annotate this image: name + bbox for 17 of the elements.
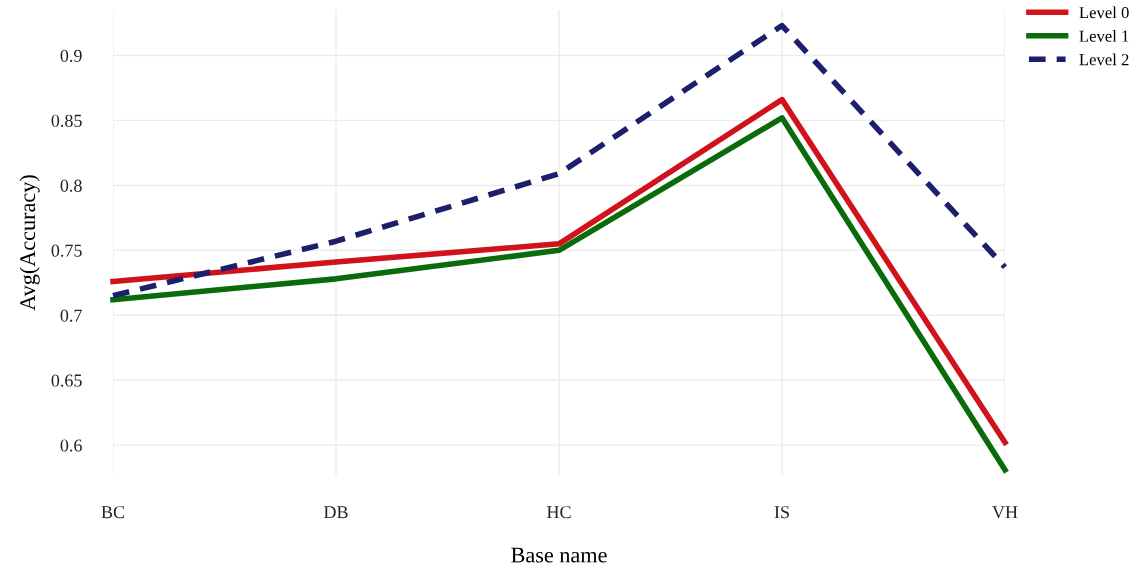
x-tick-label: HC xyxy=(546,506,571,519)
legend-label: Level 1 xyxy=(1079,30,1129,42)
y-tick-label: 0.65 xyxy=(51,374,82,387)
x-tick-label: BC xyxy=(101,506,125,519)
legend-label: Level 0 xyxy=(1079,6,1129,19)
x-tick-label: DB xyxy=(323,506,348,519)
y-tick-label: 0.8 xyxy=(60,179,82,192)
y-tick-label: 0.7 xyxy=(60,309,82,322)
y-tick-label: 0.6 xyxy=(60,439,82,452)
y-tick-label: 0.9 xyxy=(60,49,82,62)
x-tick-label: IS xyxy=(774,506,789,519)
y-tick-label: 0.85 xyxy=(51,114,82,127)
x-axis-title: Base name xyxy=(511,547,607,563)
y-tick-label: 0.75 xyxy=(51,244,82,257)
x-tick-label: VH xyxy=(992,506,1018,519)
legend-label: Level 2 xyxy=(1079,53,1129,66)
y-axis-title: Avg(Accuracy) xyxy=(19,175,40,311)
